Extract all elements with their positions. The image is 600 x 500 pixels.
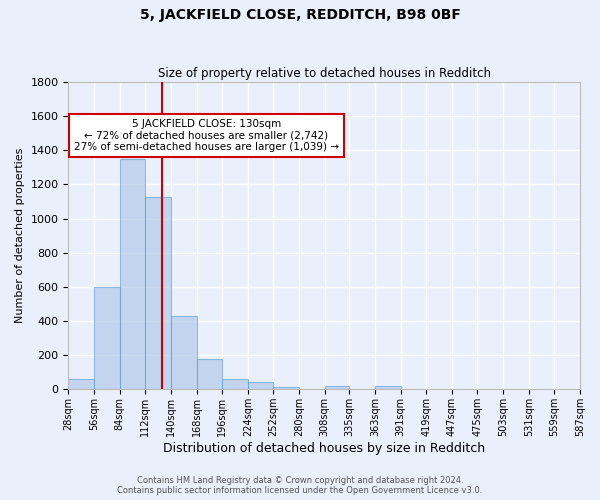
Bar (94, 287, 119, 390)
Text: 5 JACKFIELD CLOSE: 130sqm
← 72% of detached houses are smaller (2,742)
27% of se: 5 JACKFIELD CLOSE: 130sqm ← 72% of detac… (74, 119, 339, 152)
Y-axis label: Number of detached properties: Number of detached properties (15, 148, 25, 324)
Bar (274, 388, 299, 390)
Title: Size of property relative to detached houses in Redditch: Size of property relative to detached ho… (158, 66, 491, 80)
Text: 5, JACKFIELD CLOSE, REDDITCH, B98 0BF: 5, JACKFIELD CLOSE, REDDITCH, B98 0BF (140, 8, 460, 22)
Bar (171, 316, 197, 390)
X-axis label: Distribution of detached houses by size in Redditch: Distribution of detached houses by size … (163, 442, 485, 455)
Bar (248, 382, 274, 390)
Bar (68, 379, 94, 390)
Bar (375, 386, 401, 390)
Bar (145, 198, 171, 390)
Text: Contains HM Land Registry data © Crown copyright and database right 2024.
Contai: Contains HM Land Registry data © Crown c… (118, 476, 482, 495)
Bar (119, 159, 145, 390)
Bar (197, 360, 222, 390)
Bar (222, 378, 248, 390)
Bar (325, 386, 349, 390)
